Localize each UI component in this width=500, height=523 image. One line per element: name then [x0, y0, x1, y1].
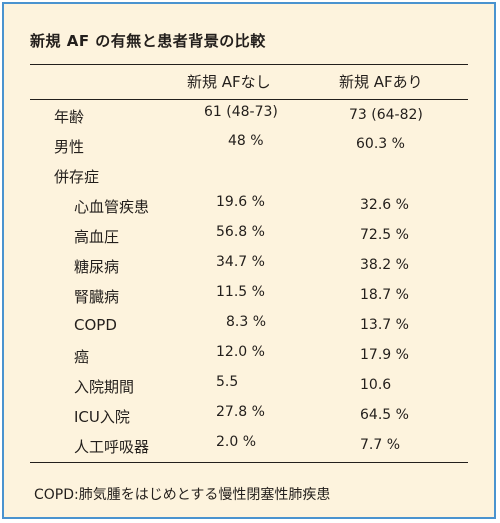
value-af-kidney-disease: 18.7 % — [360, 287, 409, 303]
row-label-diabetes: 糖尿病 — [74, 258, 120, 276]
header-rule — [30, 99, 468, 100]
value-af-icu-admission: 64.5 % — [360, 407, 409, 423]
value-af-diabetes: 38.2 % — [360, 257, 409, 273]
value-af-male: 60.3 % — [356, 136, 405, 152]
row-label-hypertension: 高血圧 — [74, 228, 120, 246]
row-label-cardiovascular: 心血管疾患 — [74, 198, 150, 216]
value-no-af-hospital-stay: 5.5 — [216, 374, 239, 390]
row-label-comorbidity: 併存症 — [54, 168, 100, 186]
row-label-hospital-stay: 入院期間 — [74, 378, 135, 396]
value-no-af-kidney-disease: 11.5 % — [216, 284, 265, 300]
value-no-af-age: 61 (48-73) — [204, 104, 278, 120]
row-label-kidney-disease: 腎臓病 — [74, 288, 120, 306]
value-af-copd: 13.7 % — [360, 317, 409, 333]
row-label-age: 年齢 — [54, 108, 85, 126]
value-af-hospital-stay: 10.6 — [360, 377, 392, 393]
top-rule — [30, 64, 468, 65]
value-no-af-diabetes: 34.7 % — [216, 254, 265, 270]
footnote: COPD:肺気腫をはじめとする慢性閉塞性肺疾患 — [34, 487, 331, 503]
bottom-rule — [30, 462, 468, 463]
value-no-af-cancer: 12.0 % — [216, 344, 265, 360]
value-no-af-copd: 8.3 % — [226, 314, 267, 330]
header-af: 新規 AFあり — [339, 73, 423, 91]
value-no-af-male: 48 % — [228, 133, 264, 149]
header-no-af: 新規 AFなし — [187, 73, 271, 91]
table-panel: 新規 AF の有無と患者背景の比較 新規 AFなし 新規 AFあり 年齢 61 … — [2, 2, 496, 519]
value-af-ventilator: 7.7 % — [360, 437, 401, 453]
row-label-cancer: 癌 — [74, 348, 90, 366]
row-label-copd: COPD — [74, 316, 117, 334]
row-label-ventilator: 人工呼吸器 — [74, 438, 150, 456]
value-af-hypertension: 72.5 % — [360, 227, 409, 243]
value-no-af-hypertension: 56.8 % — [216, 224, 265, 240]
row-label-male: 男性 — [54, 138, 85, 156]
value-af-cancer: 17.9 % — [360, 347, 409, 363]
row-label-icu-admission: ICU入院 — [74, 408, 130, 426]
table-title: 新規 AF の有無と患者背景の比較 — [30, 32, 266, 50]
value-af-age: 73 (64-82) — [349, 107, 423, 123]
value-no-af-cardiovascular: 19.6 % — [216, 194, 265, 210]
value-af-cardiovascular: 32.6 % — [360, 197, 409, 213]
value-no-af-icu-admission: 27.8 % — [216, 404, 265, 420]
value-no-af-ventilator: 2.0 % — [216, 434, 257, 450]
